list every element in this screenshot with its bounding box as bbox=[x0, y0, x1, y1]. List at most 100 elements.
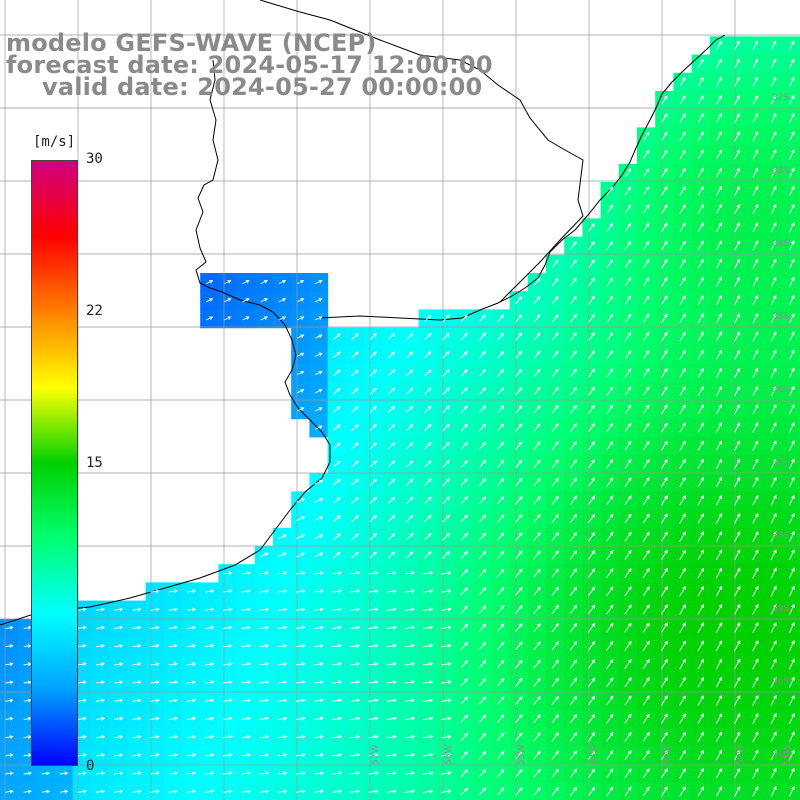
wind-arrow bbox=[441, 643, 452, 648]
wind-arrow bbox=[295, 789, 306, 794]
wind-arrow bbox=[697, 295, 704, 305]
longitude-label: 52W bbox=[736, 745, 746, 765]
wind-arrow bbox=[679, 313, 686, 324]
wind-arrow bbox=[587, 604, 596, 615]
wind-arrow bbox=[132, 662, 142, 666]
wind-arrow bbox=[734, 276, 741, 287]
wind-arrow bbox=[715, 458, 722, 470]
wind-arrow bbox=[770, 167, 777, 178]
wind-arrow bbox=[496, 750, 505, 760]
wind-arrow bbox=[642, 495, 650, 506]
wind-arrow bbox=[295, 662, 306, 666]
wind-arrow bbox=[223, 753, 233, 757]
wind-arrow bbox=[295, 771, 306, 776]
wind-arrow bbox=[570, 259, 577, 268]
wind-arrow bbox=[387, 478, 396, 486]
wind-arrow bbox=[770, 276, 777, 287]
wind-arrow bbox=[679, 585, 686, 597]
wind-arrow bbox=[259, 716, 270, 721]
wind-arrow bbox=[715, 513, 723, 524]
wind-arrow bbox=[551, 513, 559, 523]
wind-arrow bbox=[752, 531, 759, 543]
wind-arrow bbox=[295, 734, 306, 739]
wind-arrow bbox=[660, 622, 668, 633]
wind-arrow bbox=[642, 513, 650, 524]
wind-arrow bbox=[788, 494, 795, 506]
wind-arrow bbox=[515, 696, 523, 705]
wind-arrow bbox=[752, 276, 759, 287]
wind-arrow bbox=[277, 716, 288, 721]
wind-arrow bbox=[314, 680, 324, 685]
wind-arrow bbox=[716, 185, 722, 196]
wind-arrow bbox=[788, 549, 795, 561]
wind-arrow bbox=[570, 277, 577, 287]
wind-arrow bbox=[387, 442, 396, 450]
wind-arrow bbox=[278, 316, 287, 321]
wind-arrow bbox=[23, 771, 32, 776]
wind-arrow bbox=[697, 240, 704, 251]
wind-arrow bbox=[734, 294, 741, 306]
wind-arrow bbox=[789, 203, 795, 215]
wind-arrow bbox=[332, 716, 343, 721]
wind-arrow bbox=[789, 385, 795, 397]
wind-arrow bbox=[350, 589, 361, 594]
wind-arrow bbox=[716, 222, 722, 233]
longitude-label: 53W bbox=[663, 745, 673, 765]
wind-arrow bbox=[624, 259, 632, 269]
wind-arrow bbox=[642, 713, 650, 724]
wind-arrow bbox=[770, 40, 777, 50]
wind-arrow bbox=[697, 385, 704, 397]
wind-arrow bbox=[441, 571, 452, 575]
wind-arrow bbox=[551, 259, 559, 268]
wind-arrow bbox=[478, 769, 487, 778]
wind-arrow bbox=[551, 386, 559, 396]
wind-arrow bbox=[606, 368, 614, 378]
wind-arrow bbox=[223, 643, 233, 648]
wind-arrow bbox=[332, 753, 343, 757]
wind-arrow bbox=[788, 694, 795, 706]
wind-arrow bbox=[460, 660, 469, 669]
wind-arrow bbox=[643, 204, 650, 214]
wind-arrow bbox=[734, 367, 741, 378]
wind-arrow bbox=[295, 589, 306, 594]
wind-arrow bbox=[114, 662, 124, 666]
wind-arrow bbox=[95, 771, 106, 776]
wind-arrow bbox=[241, 698, 251, 703]
wind-arrow bbox=[679, 695, 686, 706]
longitude-label: 57W bbox=[371, 745, 381, 765]
wind-arrow bbox=[5, 680, 14, 685]
wind-arrow bbox=[697, 531, 704, 542]
wind-arrow bbox=[570, 350, 577, 359]
wind-arrow bbox=[405, 514, 414, 523]
wind-arrow bbox=[551, 550, 559, 560]
wind-arrow bbox=[259, 753, 270, 757]
wind-arrow bbox=[752, 240, 759, 251]
wind-arrow bbox=[679, 95, 686, 105]
wind-arrow bbox=[624, 186, 632, 196]
wind-arrow bbox=[569, 459, 577, 469]
wind-arrow bbox=[5, 698, 14, 703]
wind-arrow bbox=[150, 734, 160, 739]
wind-arrow bbox=[496, 714, 505, 723]
wind-arrow bbox=[752, 258, 759, 269]
wind-arrow bbox=[770, 749, 777, 761]
wind-arrow bbox=[716, 331, 722, 342]
wind-arrow bbox=[387, 405, 396, 413]
wind-arrow bbox=[442, 441, 450, 450]
wind-arrow bbox=[570, 313, 577, 323]
wind-arrow bbox=[551, 714, 559, 724]
wind-arrow bbox=[770, 331, 777, 342]
wind-arrow bbox=[241, 753, 251, 757]
wind-arrow bbox=[661, 513, 668, 524]
wind-arrow bbox=[569, 695, 578, 706]
wind-arrow bbox=[752, 731, 759, 743]
wind-arrow bbox=[515, 332, 523, 341]
wind-arrow bbox=[296, 498, 306, 503]
wind-arrow bbox=[752, 622, 759, 634]
wind-arrow bbox=[460, 387, 468, 395]
wind-arrow bbox=[661, 258, 668, 269]
wind-arrow bbox=[716, 58, 722, 69]
wind-arrow bbox=[533, 750, 541, 760]
wind-arrow bbox=[442, 332, 450, 341]
wind-arrow bbox=[351, 369, 359, 377]
